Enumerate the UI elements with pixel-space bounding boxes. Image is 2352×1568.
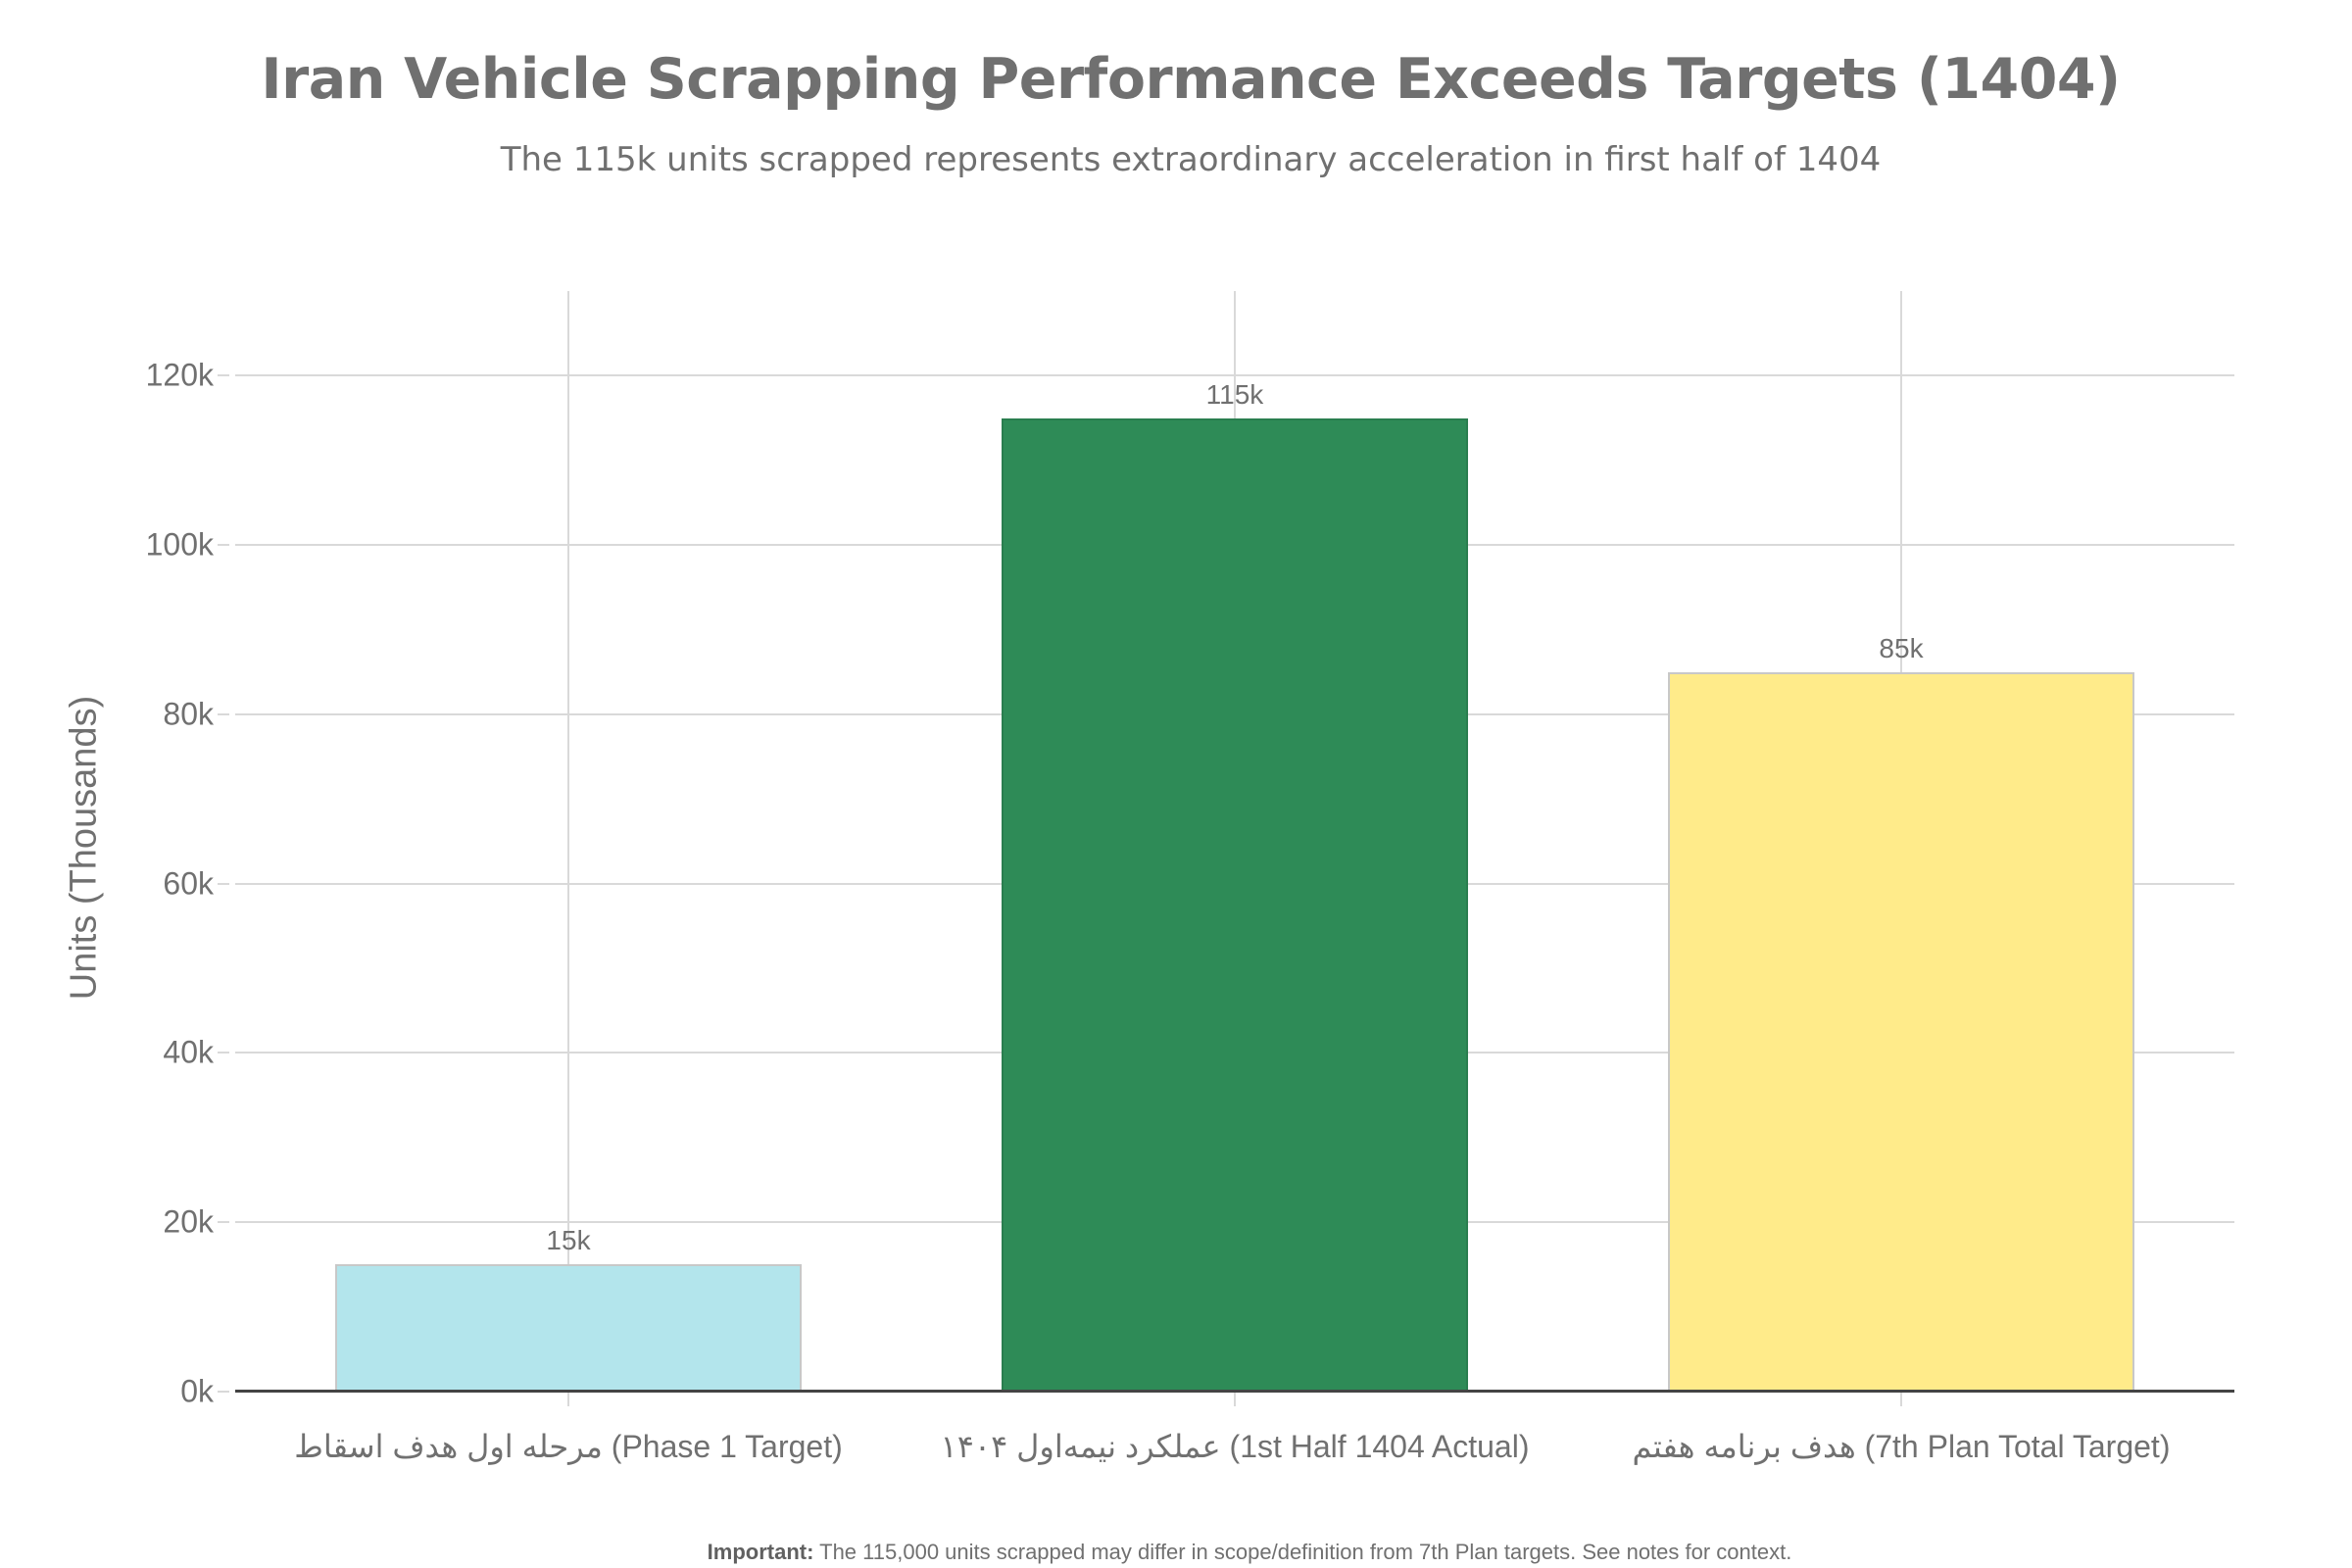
x-gridline: [567, 291, 569, 1392]
x-tick-mark: [1234, 1393, 1236, 1406]
y-tick-mark: [218, 374, 229, 377]
y-tick-label: 80k: [163, 696, 214, 732]
y-tick-label: 40k: [163, 1034, 214, 1070]
y-tick-mark: [218, 1052, 229, 1054]
footnote: Important: The 115,000 units scrapped ma…: [0, 1540, 2352, 1565]
bar-value-label: 15k: [546, 1225, 591, 1256]
x-tick-mark: [1900, 1393, 1902, 1406]
y-tick-label: 0k: [180, 1373, 214, 1409]
y-tick-label: 20k: [163, 1203, 214, 1240]
bar-value-label: 85k: [1879, 632, 1924, 663]
bar-2[interactable]: [1002, 417, 1468, 1392]
y-tick-mark: [218, 1391, 229, 1393]
plot-area: 0k 20k 40k 60k 80k 100k 120k 15k 115k 85k مرحله او…: [146, 291, 2234, 1464]
y-tick-mark: [218, 712, 229, 715]
y-tick-label: 120k: [145, 357, 214, 393]
x-tick-mark: [567, 1393, 569, 1406]
footnote-text: The 115,000 units scrapped may differ in…: [813, 1540, 1792, 1564]
x-tick-label: مرحله اول هدف اسقاط (Phase 1 Target): [294, 1429, 843, 1464]
x-tick-label: هدف برنامه هفتم (7th Plan Total Target): [1632, 1429, 2171, 1464]
footnote-label: Important:: [707, 1540, 814, 1564]
y-tick-label: 100k: [145, 526, 214, 563]
x-axis-line: [235, 1390, 2234, 1393]
bar-3[interactable]: [1668, 671, 2134, 1392]
bar-value-label: 115k: [1205, 378, 1264, 410]
y-axis-title: Units (Thousands): [63, 695, 105, 1001]
y-tick-mark: [218, 1221, 229, 1224]
chart-subtitle: The 115k units scrapped represents extra…: [500, 140, 1882, 179]
y-tick-mark: [218, 544, 229, 547]
bar-1[interactable]: [335, 1264, 802, 1392]
x-tick-label: عملکرد نیمه‌اول ۱۴۰۴ (1st Half 1404 Actu…: [940, 1429, 1530, 1464]
chart-title: Iran Vehicle Scrapping Performance Excee…: [261, 47, 2121, 112]
y-tick-mark: [218, 882, 229, 885]
y-tick-label: 60k: [163, 865, 214, 902]
